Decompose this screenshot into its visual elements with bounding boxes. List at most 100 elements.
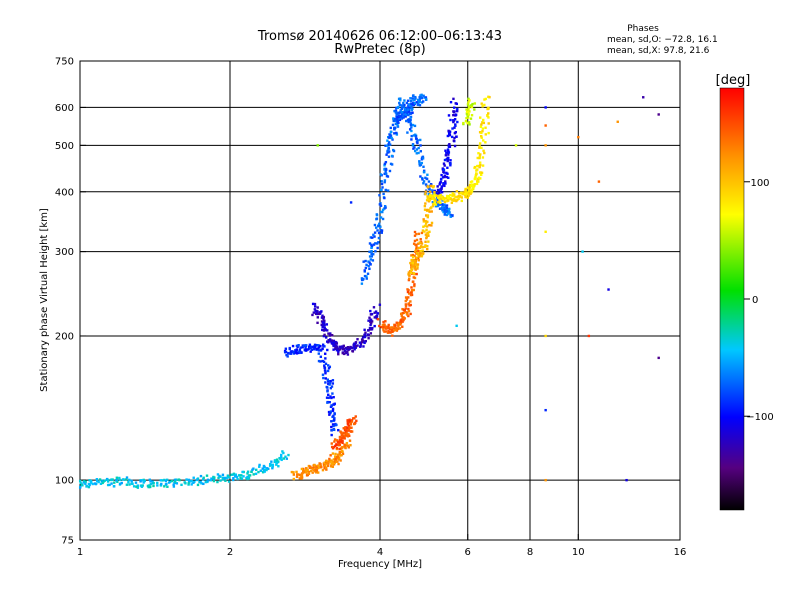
data-point (364, 331, 367, 334)
data-point (424, 190, 428, 193)
data-point (544, 230, 547, 233)
data-point (453, 126, 456, 129)
data-point (335, 345, 339, 349)
data-point (479, 135, 483, 138)
data-point (414, 249, 418, 252)
data-point (346, 350, 349, 354)
data-point (134, 481, 138, 484)
data-point (306, 348, 310, 351)
data-point (407, 302, 411, 305)
data-point (370, 244, 374, 248)
data-point (143, 479, 146, 483)
data-point (467, 121, 471, 124)
data-point (456, 120, 459, 124)
data-point (484, 126, 487, 129)
data-point (247, 474, 251, 477)
data-point (196, 477, 200, 480)
data-point (240, 477, 244, 480)
data-point (386, 139, 389, 142)
data-point (298, 348, 302, 351)
data-point (411, 97, 414, 100)
data-point (441, 203, 445, 207)
data-point (339, 346, 342, 349)
data-point (455, 109, 459, 113)
data-point (410, 265, 414, 268)
data-point (341, 452, 345, 456)
data-point (413, 283, 416, 286)
data-point (292, 473, 296, 476)
data-point (436, 201, 440, 204)
data-point (430, 210, 433, 213)
data-point (408, 277, 411, 280)
data-point (411, 111, 414, 114)
data-point (284, 350, 288, 354)
data-point (330, 333, 334, 337)
data-point (428, 188, 431, 191)
data-point (577, 135, 580, 139)
data-point (384, 168, 388, 171)
data-point (240, 474, 243, 477)
data-point (79, 481, 82, 485)
data-point (472, 185, 475, 189)
data-point (330, 385, 334, 388)
data-point (287, 453, 290, 457)
data-point (347, 446, 350, 449)
data-point (420, 242, 424, 245)
data-point (400, 116, 403, 120)
data-point (302, 467, 305, 471)
data-point (420, 93, 423, 97)
data-point (428, 223, 431, 227)
data-point (468, 110, 471, 113)
data-point (365, 263, 368, 267)
data-point (471, 183, 474, 186)
data-point (340, 432, 344, 436)
data-point (401, 307, 404, 311)
data-point (426, 215, 429, 219)
data-point (466, 121, 469, 125)
data-point (371, 236, 374, 239)
data-point (449, 118, 452, 122)
data-point (443, 200, 447, 204)
data-point (397, 324, 400, 328)
data-point (370, 255, 374, 258)
data-point (331, 379, 335, 382)
data-point (421, 176, 424, 180)
data-point (382, 320, 385, 324)
data-point (481, 105, 484, 108)
data-point (395, 116, 398, 119)
data-point (367, 337, 370, 340)
data-point (275, 458, 279, 461)
data-point (371, 259, 375, 262)
data-point (317, 347, 320, 350)
data-point (316, 316, 319, 319)
data-point (84, 480, 87, 483)
data-point (326, 348, 329, 352)
data-point (394, 122, 398, 126)
data-point (396, 125, 400, 128)
data-point (385, 327, 388, 330)
data-point (374, 250, 377, 253)
data-point (484, 133, 487, 136)
data-point (311, 468, 315, 471)
data-point (367, 319, 370, 322)
data-point (616, 120, 619, 123)
data-point (406, 108, 410, 111)
data-point (475, 172, 478, 175)
data-point (407, 278, 411, 282)
data-point (433, 194, 437, 197)
data-point (436, 188, 440, 192)
data-point (411, 280, 415, 284)
data-point (400, 114, 403, 118)
data-point (286, 355, 289, 358)
data-point (469, 180, 473, 184)
data-point (235, 475, 238, 479)
data-point (362, 345, 365, 348)
data-point (383, 323, 386, 326)
data-point (487, 106, 490, 110)
data-point (370, 320, 374, 323)
data-point (379, 204, 383, 207)
data-point (335, 460, 338, 463)
data-point (407, 120, 410, 124)
data-point (423, 224, 427, 228)
data-point (442, 168, 446, 172)
